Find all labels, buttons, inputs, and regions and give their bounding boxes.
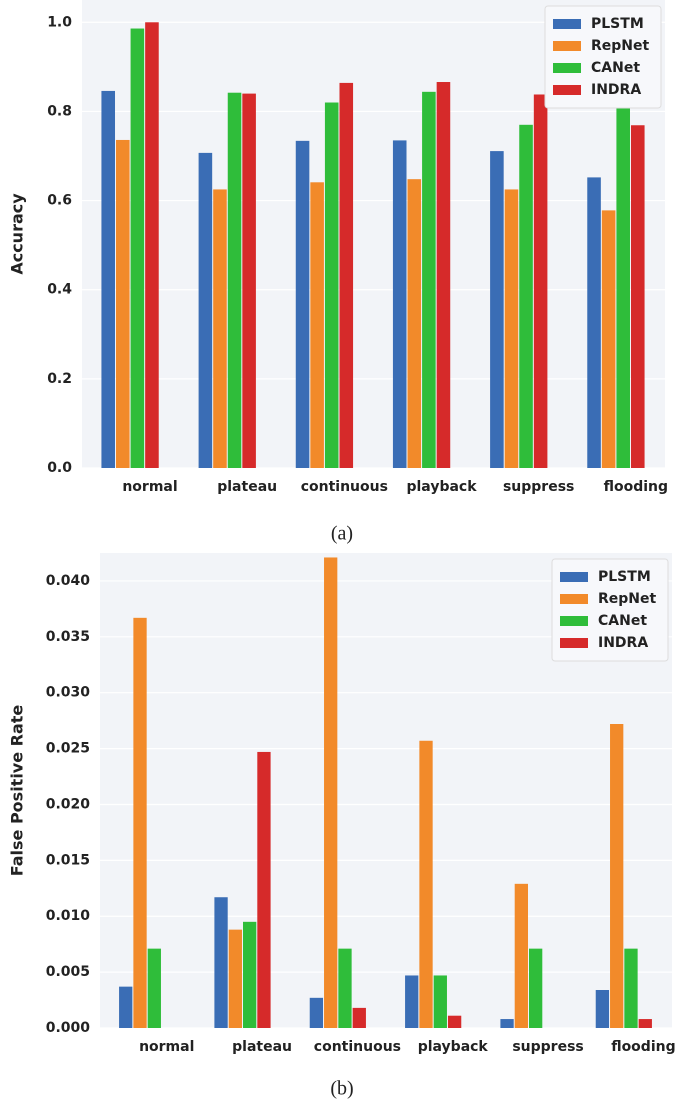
x-tick-label: normal xyxy=(139,1039,194,1055)
bar xyxy=(324,102,339,468)
bar xyxy=(624,948,638,1028)
legend-swatch xyxy=(553,63,581,73)
y-axis-label: False Positive Rate xyxy=(8,705,27,877)
bar xyxy=(392,140,407,468)
bar xyxy=(514,883,528,1028)
bar xyxy=(419,740,433,1028)
bar xyxy=(533,94,548,469)
bar xyxy=(405,975,419,1028)
legend-label: RepNet xyxy=(591,38,650,54)
bar xyxy=(339,82,354,468)
bar xyxy=(324,557,338,1028)
bar xyxy=(242,93,256,468)
y-tick-label: 0.015 xyxy=(46,852,90,868)
bar xyxy=(630,125,645,468)
x-tick-label: playback xyxy=(406,479,477,495)
y-tick-label: 1.0 xyxy=(47,14,72,30)
bar xyxy=(133,617,147,1028)
bar xyxy=(310,182,324,468)
legend-box xyxy=(544,5,662,109)
bar xyxy=(610,724,624,1028)
bar xyxy=(243,921,257,1028)
legend-swatch xyxy=(553,85,581,95)
bar xyxy=(116,139,130,468)
bar xyxy=(352,1007,366,1028)
bar xyxy=(500,1019,514,1028)
legend-swatch xyxy=(553,19,581,29)
bar xyxy=(638,1019,652,1028)
y-tick-label: 0.030 xyxy=(46,685,91,701)
x-tick-label: flooding xyxy=(604,479,668,495)
y-tick-label: 0.8 xyxy=(47,103,72,119)
y-axis-label: Accuracy xyxy=(8,193,27,275)
y-tick-label: 0.2 xyxy=(47,371,72,387)
y-tick-label: 0.040 xyxy=(46,573,91,589)
legend-label: CANet xyxy=(591,60,640,76)
bar xyxy=(130,28,145,468)
caption: (a) xyxy=(331,523,353,545)
bar xyxy=(214,897,228,1028)
x-tick-label: playback xyxy=(418,1039,489,1055)
bar xyxy=(309,997,324,1028)
bar xyxy=(433,975,447,1028)
bar xyxy=(295,140,310,469)
x-tick-label: suppress xyxy=(503,479,574,495)
y-tick-label: 0.6 xyxy=(47,193,72,209)
legend-label: INDRA xyxy=(591,82,641,98)
bar xyxy=(257,751,271,1028)
bar xyxy=(227,92,242,469)
bar xyxy=(119,986,133,1028)
bar xyxy=(338,948,352,1028)
bar xyxy=(616,106,630,468)
y-tick-label: 0.005 xyxy=(46,964,90,980)
legend-label: PLSTM xyxy=(598,569,651,585)
bar xyxy=(587,177,601,468)
y-tick-label: 0.000 xyxy=(46,1020,91,1036)
legend-label: CANet xyxy=(598,613,647,629)
legend-label: INDRA xyxy=(598,635,648,651)
x-tick-label: plateau xyxy=(232,1039,292,1055)
legend-swatch xyxy=(560,594,588,604)
bar xyxy=(101,90,116,468)
x-tick-label: continuous xyxy=(301,479,388,495)
bar xyxy=(228,929,242,1028)
bar xyxy=(145,22,159,469)
bar xyxy=(601,210,616,468)
legend-box xyxy=(551,558,669,662)
bar xyxy=(490,151,504,468)
bar xyxy=(198,152,213,468)
x-tick-label: normal xyxy=(122,479,177,495)
bar xyxy=(447,1015,462,1028)
legend-swatch xyxy=(560,638,588,648)
bar xyxy=(407,179,422,469)
y-tick-label: 0.0 xyxy=(47,460,72,476)
x-tick-label: flooding xyxy=(611,1039,675,1055)
legend-label: PLSTM xyxy=(591,16,644,32)
legend-label: RepNet xyxy=(598,591,657,607)
bar xyxy=(147,948,161,1028)
bar xyxy=(595,990,610,1028)
legend-swatch xyxy=(553,41,581,51)
x-tick-label: suppress xyxy=(512,1039,583,1055)
bar xyxy=(213,189,227,468)
caption: (b) xyxy=(330,1078,353,1100)
x-tick-label: continuous xyxy=(314,1039,401,1055)
y-tick-label: 0.035 xyxy=(46,629,90,645)
bar xyxy=(504,189,519,468)
bar xyxy=(436,82,451,469)
bar xyxy=(519,124,533,469)
y-tick-label: 0.020 xyxy=(46,796,91,812)
y-tick-label: 0.010 xyxy=(46,908,91,924)
y-tick-label: 0.025 xyxy=(46,741,90,757)
bar xyxy=(529,948,543,1028)
x-tick-label: plateau xyxy=(217,479,277,495)
legend-swatch xyxy=(560,616,588,626)
y-tick-label: 0.4 xyxy=(47,282,72,298)
legend-swatch xyxy=(560,572,588,582)
bar xyxy=(422,91,436,469)
